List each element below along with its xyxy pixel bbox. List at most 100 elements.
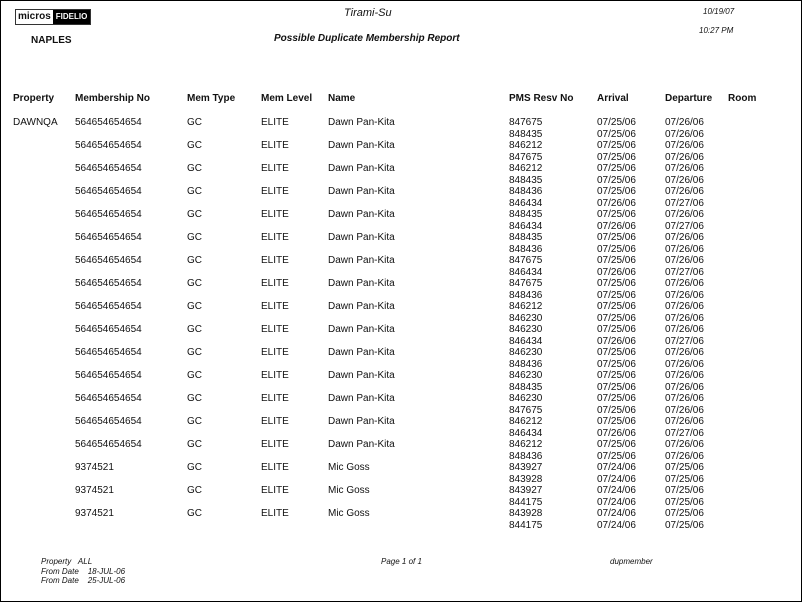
name-cell: Dawn Pan-Kita (328, 324, 395, 335)
membership-no-cell: 564654654654 (75, 117, 142, 128)
pms-resv-no-cell: 843928 (509, 508, 543, 519)
membership-no-cell: 564654654654 (75, 439, 142, 450)
mem-type-cell: GC (187, 301, 202, 312)
departure-cell: 07/25/06 (665, 496, 704, 508)
arrival-cell: 07/24/06 (597, 473, 636, 485)
footer-property: Property ALL (41, 557, 93, 566)
arrival-cell: 07/25/06 (597, 163, 636, 174)
departure-cell: 07/26/06 (665, 450, 704, 462)
departure-cell: 07/26/06 (665, 393, 704, 404)
arrival-cell: 07/25/06 (597, 416, 636, 427)
departure-cell: 07/26/06 (665, 370, 704, 381)
pms-resv-no-cell: 846212 (509, 140, 543, 151)
departure-cell: 07/26/06 (665, 174, 704, 186)
mem-level-cell: ELITE (261, 462, 289, 473)
pms-resv-no-cell: 846212 (509, 439, 543, 450)
pms-resv-no-cell: 846434 (509, 335, 543, 347)
pms-resv-no-cell: 846212 (509, 416, 543, 427)
pms-resv-no-cell: 846230 (509, 393, 543, 404)
pms-resv-no-cell: 846230 (509, 312, 543, 324)
mem-type-cell: GC (187, 232, 202, 243)
pms-resv-no-cell: 847675 (509, 117, 543, 128)
mem-level-cell: ELITE (261, 163, 289, 174)
footer-to-date: From Date 25-JUL-06 (41, 576, 126, 585)
mem-type-cell: GC (187, 324, 202, 335)
pms-resv-no-cell: 848436 (509, 358, 543, 370)
departure-cell: 07/26/06 (665, 232, 704, 243)
departure-cell: 07/27/06 (665, 427, 704, 439)
name-cell: Dawn Pan-Kita (328, 209, 395, 220)
departure-cell: 07/26/06 (665, 255, 704, 266)
arrival-cell: 07/25/06 (597, 174, 636, 186)
app-title: Tirami-Su (344, 7, 392, 19)
report-time: 10:27 PM (699, 26, 734, 35)
property-name: NAPLES (31, 35, 72, 46)
arrival-cell: 07/25/06 (597, 151, 636, 163)
departure-cell: 07/27/06 (665, 335, 704, 347)
pms-resv-no-cell: 848435 (509, 232, 543, 243)
arrival-cell: 07/25/06 (597, 324, 636, 335)
membership-no-cell: 564654654654 (75, 255, 142, 266)
membership-no-cell: 564654654654 (75, 324, 142, 335)
mem-level-cell: ELITE (261, 416, 289, 427)
arrival-cell: 07/24/06 (597, 496, 636, 508)
departure-cell: 07/26/06 (665, 301, 704, 312)
membership-no-cell: 564654654654 (75, 416, 142, 427)
departure-cell: 07/26/06 (665, 347, 704, 358)
column-header-arrival: Arrival (597, 93, 629, 104)
membership-no-cell: 564654654654 (75, 186, 142, 197)
departure-cell: 07/26/06 (665, 404, 704, 416)
name-cell: Dawn Pan-Kita (328, 393, 395, 404)
column-header-membership-no: Membership No (75, 93, 151, 104)
membership-no-cell: 564654654654 (75, 301, 142, 312)
mem-type-cell: GC (187, 140, 202, 151)
mem-type-cell: GC (187, 416, 202, 427)
membership-no-cell: 564654654654 (75, 163, 142, 174)
departure-cell: 07/26/06 (665, 358, 704, 370)
arrival-cell: 07/26/06 (597, 220, 636, 232)
pms-resv-no-cell: 846434 (509, 220, 543, 232)
departure-cell: 07/25/06 (665, 508, 704, 519)
membership-no-cell: 564654654654 (75, 393, 142, 404)
name-cell: Dawn Pan-Kita (328, 117, 395, 128)
column-header-name: Name (328, 93, 356, 104)
report-code: dupmember (610, 557, 653, 566)
name-cell: Mic Goss (328, 508, 370, 519)
mem-level-cell: ELITE (261, 324, 289, 335)
departure-cell: 07/26/06 (665, 278, 704, 289)
arrival-cell: 07/25/06 (597, 186, 636, 197)
mem-type-cell: GC (187, 163, 202, 174)
arrival-cell: 07/25/06 (597, 358, 636, 370)
arrival-cell: 07/26/06 (597, 335, 636, 347)
mem-level-cell: ELITE (261, 232, 289, 243)
departure-cell: 07/26/06 (665, 324, 704, 335)
arrival-cell: 07/25/06 (597, 439, 636, 450)
pms-resv-no-cell: 848435 (509, 174, 543, 186)
pms-resv-no-cell: 847675 (509, 278, 543, 289)
mem-level-cell: ELITE (261, 485, 289, 496)
mem-level-cell: ELITE (261, 186, 289, 197)
mem-level-cell: ELITE (261, 278, 289, 289)
pms-resv-no-cell: 846434 (509, 266, 543, 278)
footer-from-date: From Date 18-JUL-06 (41, 567, 126, 576)
arrival-cell: 07/25/06 (597, 140, 636, 151)
departure-cell: 07/26/06 (665, 128, 704, 140)
name-cell: Dawn Pan-Kita (328, 370, 395, 381)
mem-type-cell: GC (187, 462, 202, 473)
mem-level-cell: ELITE (261, 140, 289, 151)
mem-type-cell: GC (187, 117, 202, 128)
pms-resv-no-cell: 846230 (509, 347, 543, 358)
arrival-cell: 07/26/06 (597, 266, 636, 278)
arrival-cell: 07/25/06 (597, 370, 636, 381)
mem-type-cell: GC (187, 370, 202, 381)
departure-cell: 07/27/06 (665, 266, 704, 278)
column-header-departure: Departure (665, 93, 713, 104)
mem-type-cell: GC (187, 393, 202, 404)
arrival-cell: 07/25/06 (597, 301, 636, 312)
mem-type-cell: GC (187, 209, 202, 220)
arrival-cell: 07/24/06 (597, 485, 636, 496)
micros-fidelio-logo: micros FIDELIO (15, 9, 92, 25)
pms-resv-no-cell: 846434 (509, 427, 543, 439)
name-cell: Dawn Pan-Kita (328, 140, 395, 151)
pms-resv-no-cell: 843927 (509, 462, 543, 473)
